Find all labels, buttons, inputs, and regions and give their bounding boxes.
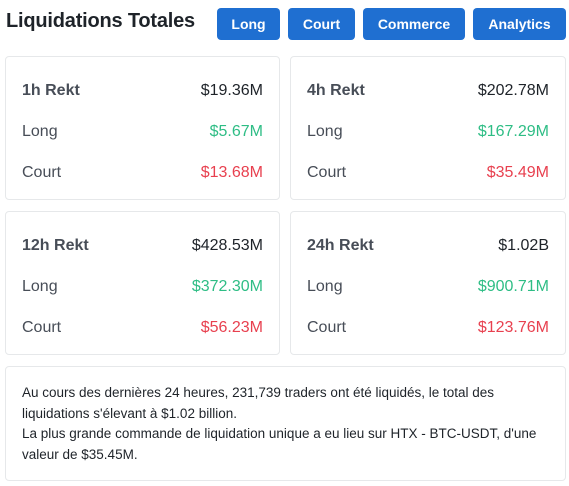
court-button[interactable]: Court [288, 8, 355, 40]
court-value: $123.76M [477, 319, 549, 336]
card-court-row: Court $56.23M [22, 317, 263, 339]
long-value: $900.71M [477, 278, 549, 295]
card-long-row: Long $167.29M [307, 121, 549, 143]
long-label: Long [307, 123, 343, 140]
card-total-row: 12h Rekt $428.53M [22, 235, 263, 257]
court-label: Court [307, 319, 347, 336]
card-court-row: Court $123.76M [307, 317, 549, 339]
total-value: $202.78M [477, 82, 549, 99]
long-label: Long [307, 278, 343, 295]
card-long-row: Long $372.30M [22, 276, 263, 298]
court-label: Court [307, 164, 347, 181]
period-label: 4h Rekt [307, 82, 365, 99]
card-court-row: Court $13.68M [22, 162, 263, 184]
card-long-row: Long $5.67M [22, 121, 263, 143]
page-title: Liquidations Totales [6, 10, 195, 32]
card-total-row: 1h Rekt $19.36M [22, 80, 263, 102]
long-label: Long [22, 278, 58, 295]
period-label: 12h Rekt [22, 237, 89, 254]
summary-panel: Au cours des dernières 24 heures, 231,73… [5, 366, 566, 481]
total-value: $428.53M [191, 237, 263, 254]
header: Liquidations Totales Long Court Commerce… [0, 0, 569, 48]
long-label: Long [22, 123, 58, 140]
total-value: $1.02B [498, 237, 549, 254]
court-label: Court [22, 164, 62, 181]
court-label: Court [22, 319, 62, 336]
summary-text-total: Au cours des dernières 24 heures, 231,73… [22, 385, 495, 421]
summary-text-largest: La plus grande commande de liquidation u… [22, 426, 537, 462]
card-total-row: 4h Rekt $202.78M [307, 80, 549, 102]
stats-card-12h: 12h Rekt $428.53M Long $372.30M Court $5… [5, 211, 280, 355]
card-total-row: 24h Rekt $1.02B [307, 235, 549, 257]
total-value: $19.36M [200, 82, 263, 99]
court-value: $13.68M [200, 164, 263, 181]
long-button[interactable]: Long [217, 8, 280, 40]
period-label: 24h Rekt [307, 237, 374, 254]
card-court-row: Court $35.49M [307, 162, 549, 184]
period-label: 1h Rekt [22, 82, 80, 99]
stats-card-1h: 1h Rekt $19.36M Long $5.67M Court $13.68… [5, 56, 280, 200]
stats-card-4h: 4h Rekt $202.78M Long $167.29M Court $35… [290, 56, 566, 200]
court-value: $56.23M [200, 319, 263, 336]
stats-card-24h: 24h Rekt $1.02B Long $900.71M Court $123… [290, 211, 566, 355]
long-value: $167.29M [477, 123, 549, 140]
card-long-row: Long $900.71M [307, 276, 549, 298]
analytics-button[interactable]: Analytics [473, 8, 566, 40]
long-value: $5.67M [209, 123, 263, 140]
court-value: $35.49M [486, 164, 549, 181]
long-value: $372.30M [191, 278, 263, 295]
commerce-button[interactable]: Commerce [363, 8, 465, 40]
